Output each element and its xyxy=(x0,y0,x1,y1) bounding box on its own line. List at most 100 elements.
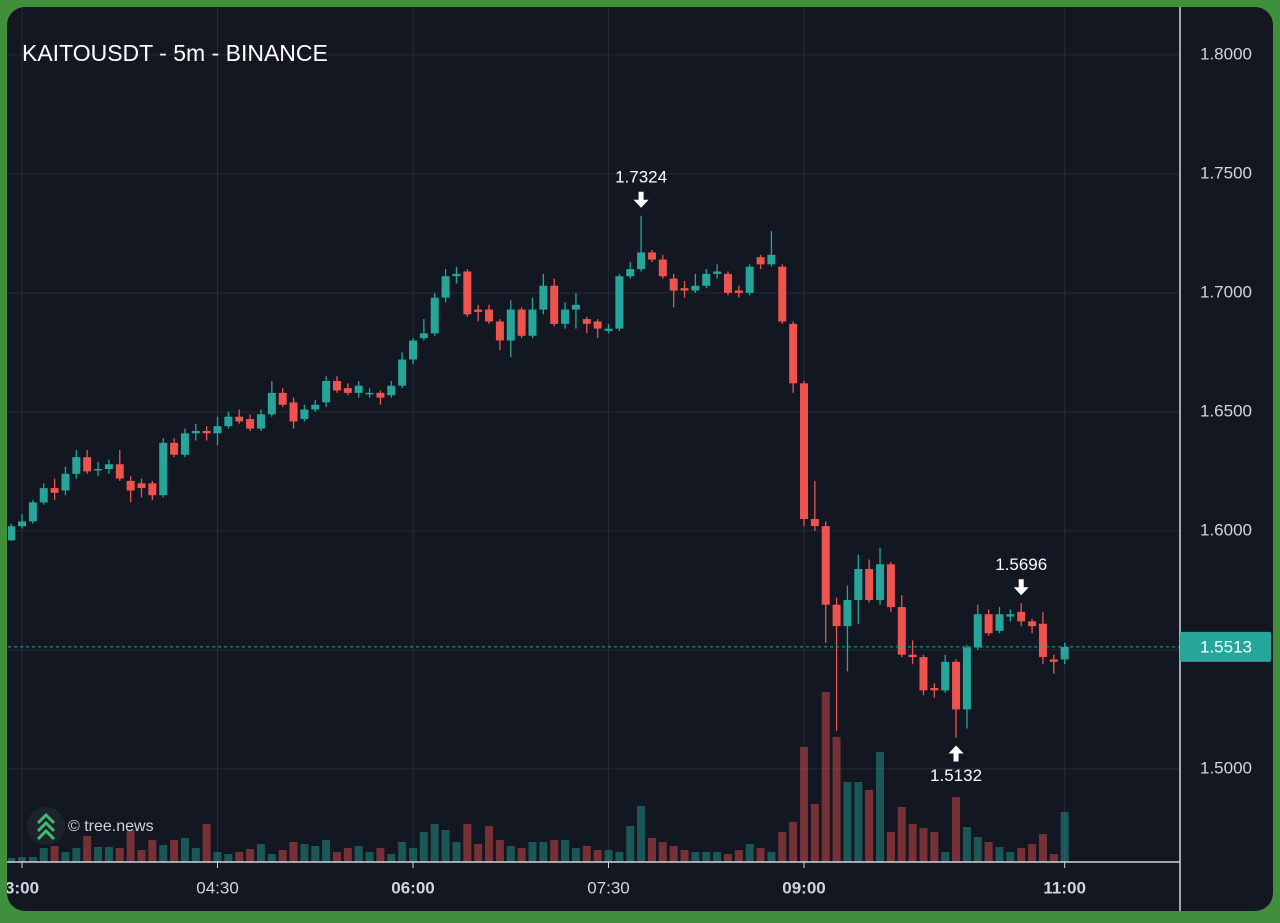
candle-body xyxy=(409,340,418,360)
volume-bar xyxy=(83,836,92,862)
x-tick-label: 07:30 xyxy=(587,878,630,897)
candle-body xyxy=(973,614,982,648)
volume-bar xyxy=(756,848,765,862)
volume-bar xyxy=(278,850,287,862)
last-price-tag xyxy=(1180,631,1271,662)
candle-body xyxy=(756,257,765,265)
candle-body xyxy=(745,266,754,293)
candle-body xyxy=(843,599,852,627)
volume-bar xyxy=(767,852,776,862)
panel xyxy=(7,7,1273,911)
volume-bar xyxy=(517,848,526,862)
candle-body xyxy=(767,254,776,265)
y-tick-label: 1.7000 xyxy=(1200,282,1252,301)
watermark: © tree.news xyxy=(68,818,154,835)
last-price-label: 1.5513 xyxy=(1200,637,1252,656)
high-label: 1.5696 xyxy=(995,555,1047,574)
volume-bar xyxy=(810,804,819,862)
volume-bar xyxy=(821,692,830,862)
plot xyxy=(8,215,1180,738)
candle-body xyxy=(886,564,895,608)
volume xyxy=(8,692,1069,862)
volume-bar xyxy=(126,830,135,862)
volume-bar xyxy=(604,850,613,862)
volume-bar xyxy=(159,845,168,862)
volume-bar xyxy=(1028,844,1037,862)
volume-bar xyxy=(713,852,722,862)
candle-body xyxy=(582,319,591,324)
candle-body xyxy=(452,273,461,277)
candle-body xyxy=(289,402,298,422)
candle-body xyxy=(723,273,732,293)
volume-bar xyxy=(680,850,689,862)
volume-bar xyxy=(561,840,570,862)
candle-body xyxy=(376,392,385,398)
candle-body xyxy=(430,297,439,334)
volume-bar xyxy=(919,828,928,862)
candle-body xyxy=(441,276,450,298)
candle-body xyxy=(941,661,950,691)
candle-body xyxy=(235,416,244,422)
candle-body xyxy=(180,433,189,455)
volume-bar xyxy=(50,846,59,862)
candle-body xyxy=(419,333,428,339)
volume-bar xyxy=(897,807,906,862)
candle-body xyxy=(485,309,494,322)
volume-bar xyxy=(658,842,667,862)
volume-bar xyxy=(202,824,211,862)
volume-bar xyxy=(506,846,515,862)
volume-bar xyxy=(343,848,352,862)
candle-body xyxy=(669,278,678,291)
volume-bar xyxy=(854,782,863,862)
volume-bar xyxy=(528,842,537,862)
volume-bar xyxy=(778,832,787,862)
candle-body xyxy=(256,414,265,429)
candle-body xyxy=(571,304,580,310)
candle-body xyxy=(365,392,374,395)
candle-body xyxy=(61,473,70,491)
volume-bar xyxy=(1006,852,1015,862)
candle-body xyxy=(354,385,363,393)
volume-bar xyxy=(984,842,993,862)
candle-body xyxy=(94,469,103,471)
volume-bar xyxy=(61,852,70,862)
volume-bar xyxy=(409,848,418,862)
volume-bar xyxy=(973,837,982,862)
candle-body xyxy=(1038,623,1047,658)
volume-bar xyxy=(908,824,917,862)
volume-bar xyxy=(311,846,320,862)
candle-body xyxy=(224,416,233,427)
volume-bar xyxy=(539,842,548,862)
volume-bar xyxy=(94,847,103,862)
candle-body xyxy=(506,309,515,341)
candle-body xyxy=(1006,614,1015,617)
grid xyxy=(8,8,1180,862)
volume-bar xyxy=(832,737,841,862)
volume-bar xyxy=(800,747,808,862)
candle-body xyxy=(300,409,309,420)
candle-body xyxy=(550,285,559,324)
volume-bar xyxy=(354,846,363,862)
candle-body xyxy=(50,488,59,493)
candle-body xyxy=(332,380,341,391)
candle-body xyxy=(1049,659,1058,662)
candle-body xyxy=(202,430,211,434)
y-tick-label: 1.6500 xyxy=(1200,401,1252,420)
candle-body xyxy=(1060,646,1069,660)
candle-body xyxy=(115,464,124,479)
volume-bar xyxy=(387,854,396,862)
volume-bar xyxy=(441,830,450,862)
volume-bar xyxy=(322,840,331,862)
candle-body xyxy=(647,252,656,260)
x-tick-label: 3:00 xyxy=(5,878,39,897)
candle-body xyxy=(517,309,526,336)
candle-body xyxy=(170,442,179,455)
high-label: 1.7324 xyxy=(615,167,667,186)
candle-body xyxy=(778,266,787,322)
volume-bar xyxy=(647,838,656,862)
candle-body xyxy=(680,288,689,291)
x-tick-label: 04:30 xyxy=(196,878,239,897)
x-tick-label: 09:00 xyxy=(782,878,825,897)
candle-body xyxy=(615,276,624,329)
volume-bar xyxy=(702,852,711,862)
